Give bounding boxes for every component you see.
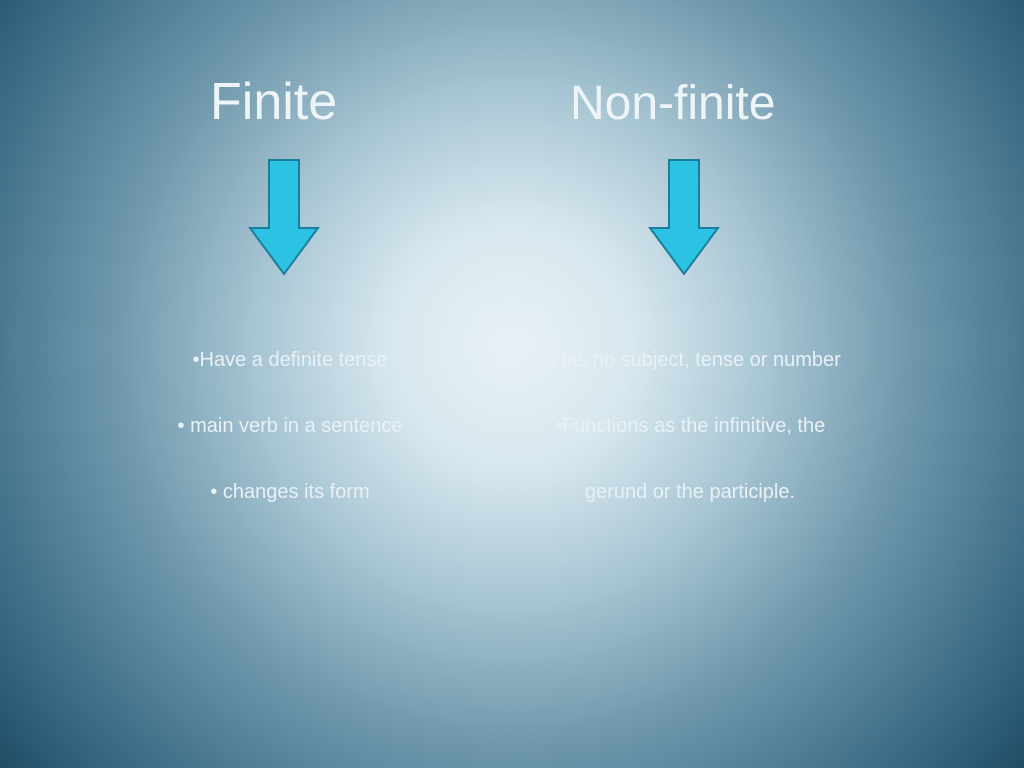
bullet-line: •Functions as the infinitive, the — [539, 416, 841, 436]
bullet-line: •Have a definite tense — [178, 350, 403, 370]
bullet-line: • Has no subject, tense or number — [539, 350, 841, 370]
bullet-line: • changes its form — [178, 482, 403, 502]
down-arrow-icon-left — [248, 158, 320, 276]
bullet-line: gerund or the participle. — [539, 482, 841, 502]
slide: Finite •Have a definite tense • main verb… — [0, 0, 1024, 768]
bullet-line: • main verb in a sentence — [178, 416, 403, 436]
heading-finite: Finite — [210, 72, 337, 132]
down-arrow-icon-right — [648, 158, 720, 276]
bullets-nonfinite: • Has no subject, tense or number •Functi… — [539, 350, 841, 502]
bullets-finite: •Have a definite tense • main verb in a s… — [178, 350, 403, 502]
heading-nonfinite: Non-finite — [570, 76, 775, 131]
